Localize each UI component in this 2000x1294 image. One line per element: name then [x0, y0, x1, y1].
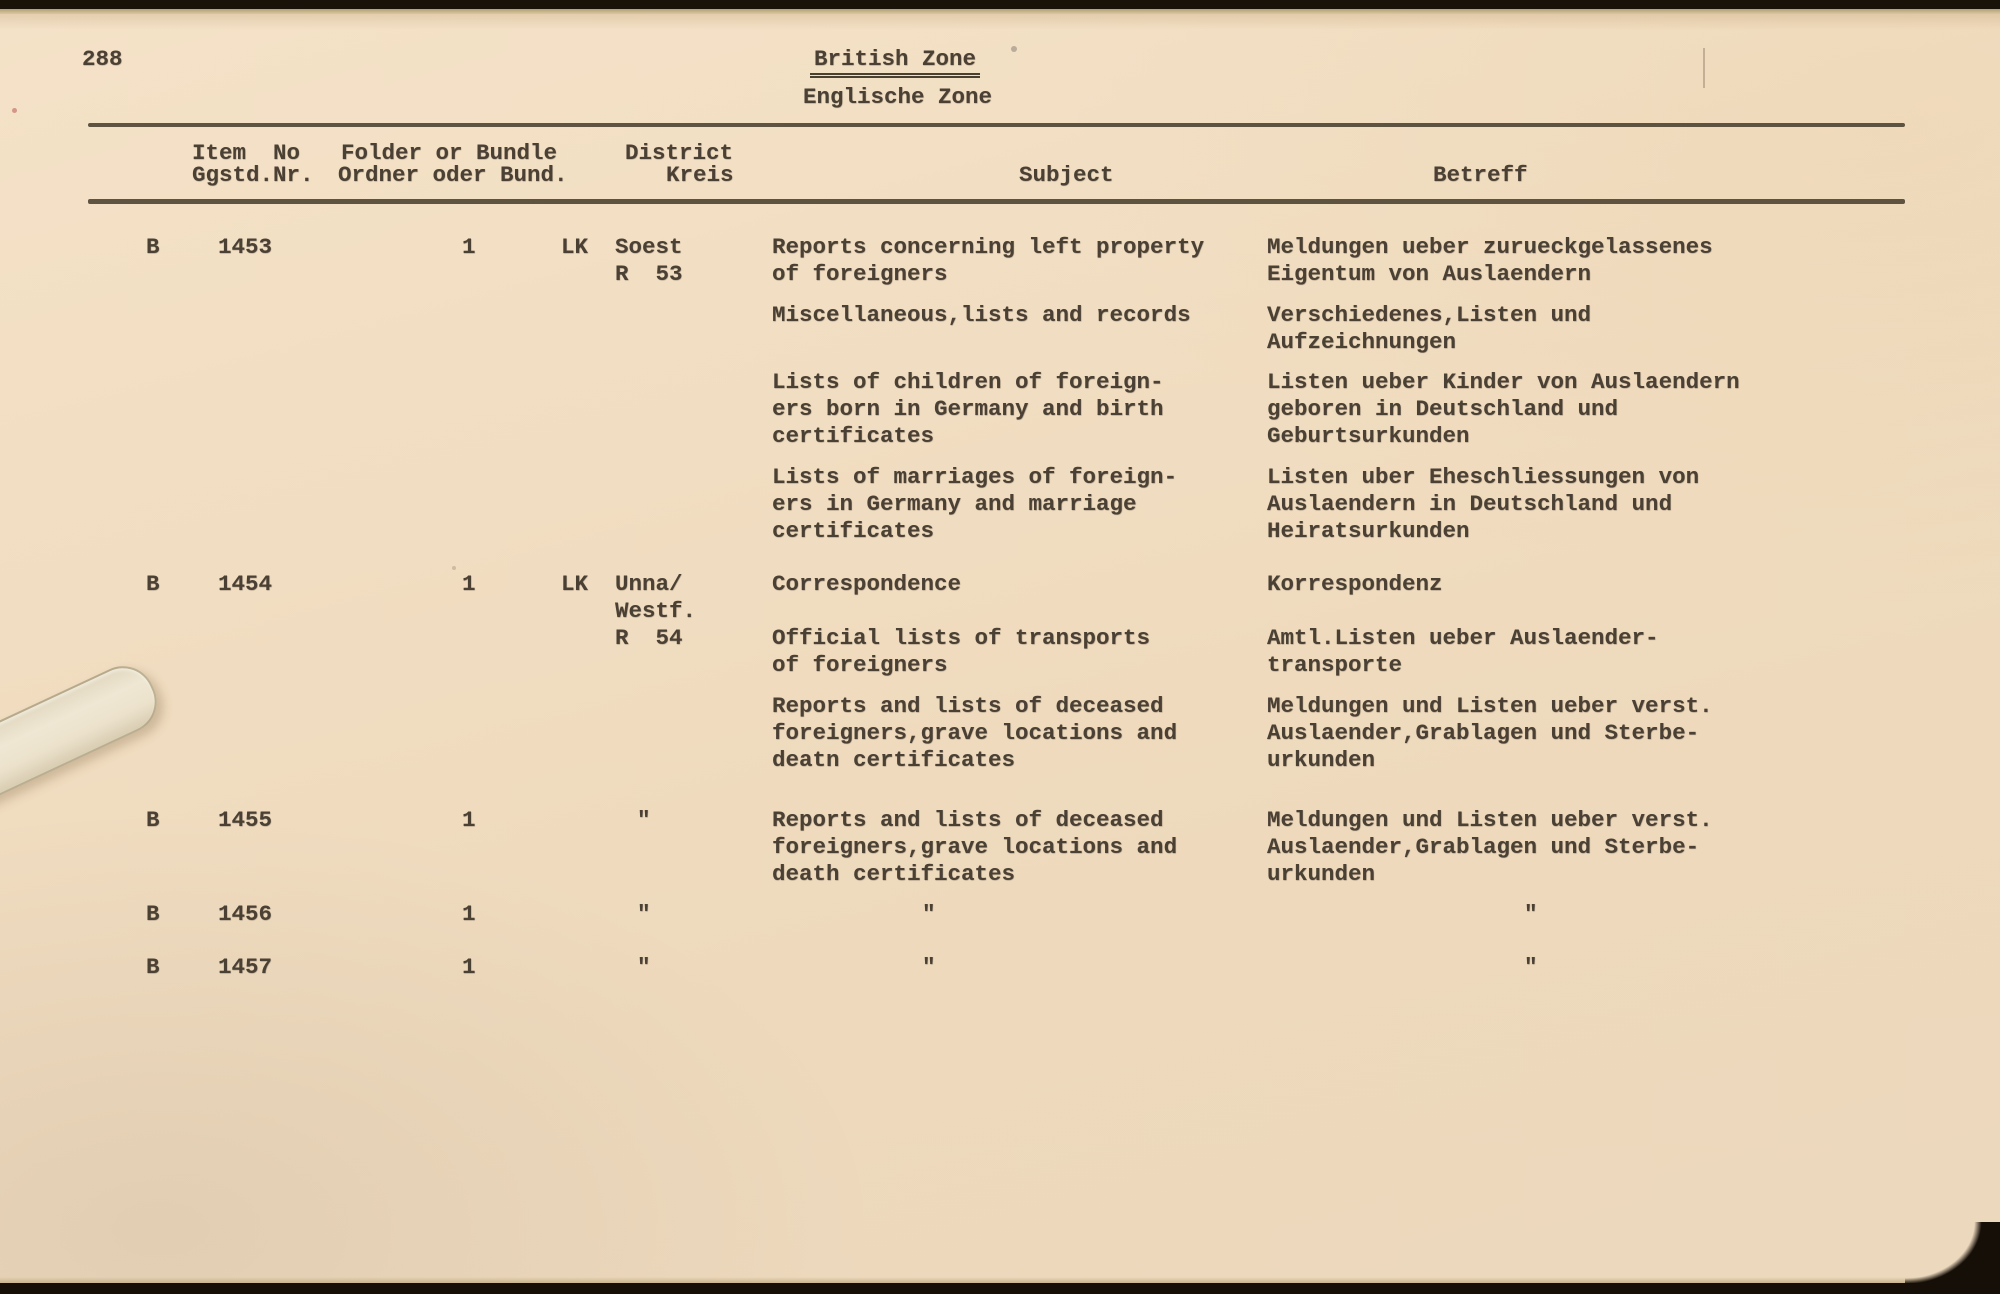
header-top-rule	[88, 123, 1905, 127]
row-item-no: 1453	[218, 234, 273, 260]
row-subject: Reports and lists of deceased foreigners…	[772, 807, 1178, 887]
page-top-shadow	[0, 14, 2000, 30]
row-series: B	[146, 954, 160, 980]
row-series: B	[146, 571, 160, 597]
row-folder: 1	[462, 234, 476, 260]
row-series: B	[146, 901, 160, 927]
page-subtitle: Englische Zone	[803, 84, 993, 110]
row-betreff: Listen ueber Kinder von Auslaendern gebo…	[1267, 369, 1740, 449]
page-title-text: British Zone	[810, 46, 981, 78]
row-subject-ditto: "	[922, 954, 936, 980]
row-folder: 1	[462, 901, 476, 927]
row-subject: Reports concerning left property of fore…	[772, 234, 1205, 287]
row-folder: 1	[462, 807, 476, 833]
scan-bottom-dark-edge	[0, 1283, 2000, 1294]
row-subject: Lists of children of foreign- ers born i…	[772, 369, 1164, 449]
row-subject: Lists of marriages of foreign- ers in Ge…	[772, 464, 1178, 544]
row-betreff: Meldungen und Listen ueber verst. Auslae…	[1267, 807, 1713, 887]
row-folder: 1	[462, 954, 476, 980]
scan-top-dark-edge	[0, 0, 2000, 9]
col-header-subject-en: Subject	[1019, 162, 1114, 188]
page-bottom-edge	[0, 1277, 2000, 1283]
paper-speck	[452, 566, 456, 570]
header-bottom-rule	[88, 199, 1905, 204]
row-betreff: Meldungen ueber zurueckgelassenes Eigent…	[1267, 234, 1713, 287]
row-district-ditto: "	[637, 901, 651, 927]
page-holder-object	[0, 655, 168, 855]
row-betreff: Amtl.Listen ueber Auslaender- transporte	[1267, 625, 1659, 678]
row-item-no: 1454	[218, 571, 273, 597]
paper-speck	[12, 108, 17, 113]
col-header-folder-de: Ordner oder Bund.	[338, 162, 568, 188]
row-folder: 1	[462, 571, 476, 597]
row-subject: Official lists of transports of foreigne…	[772, 625, 1151, 678]
row-betreff-ditto: "	[1524, 901, 1538, 927]
scratch-mark	[1703, 48, 1705, 88]
col-header-subject-de: Betreff	[1433, 162, 1528, 188]
row-subject: Miscellaneous,lists and records	[772, 302, 1191, 328]
row-item-no: 1457	[218, 954, 273, 980]
page-title: British Zone	[810, 46, 981, 78]
row-subject-ditto: "	[922, 901, 936, 927]
row-item-no: 1455	[218, 807, 273, 833]
row-betreff: Meldungen und Listen ueber verst. Auslae…	[1267, 693, 1713, 773]
row-subject: Reports and lists of deceased foreigners…	[772, 693, 1178, 773]
row-district-ditto: "	[637, 954, 651, 980]
col-header-item-de: Ggstd.Nr.	[192, 162, 314, 188]
col-header-district-en: District	[625, 140, 734, 166]
row-betreff: Korrespondenz	[1267, 571, 1443, 597]
row-betreff: Listen uber Eheschliessungen von Auslaen…	[1267, 464, 1700, 544]
paper-speck	[1011, 46, 1017, 52]
row-district: LK Unna/ Westf. R 54	[561, 571, 697, 651]
row-betreff: Verschiedenes,Listen und Aufzeichnungen	[1267, 302, 1592, 355]
row-district-ditto: "	[637, 807, 651, 833]
row-district: LK Soest R 53	[561, 234, 683, 287]
row-subject: Correspondence	[772, 571, 962, 597]
row-item-no: 1456	[218, 901, 273, 927]
page-number: 288	[82, 46, 123, 72]
page-top-edge	[0, 9, 2000, 14]
col-header-district-de: Kreis	[666, 162, 734, 188]
row-betreff-ditto: "	[1524, 954, 1538, 980]
row-series: B	[146, 234, 160, 260]
col-header-item-en: Item No	[192, 140, 301, 166]
page-corner-curl-shadow	[1905, 1222, 2000, 1294]
row-series: B	[146, 807, 160, 833]
col-header-folder-en: Folder or Bundle	[341, 140, 558, 166]
